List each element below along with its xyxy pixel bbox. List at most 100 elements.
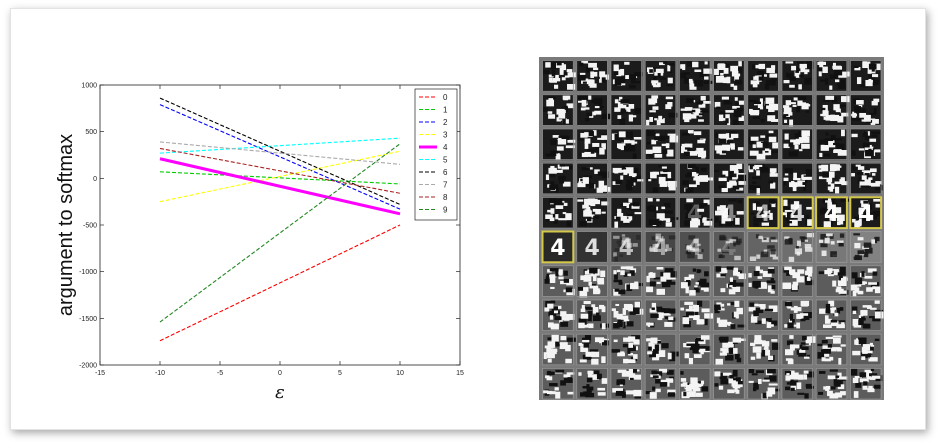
noise-blob	[697, 208, 705, 212]
noise-blob	[737, 380, 743, 385]
noise-blob	[686, 198, 694, 203]
noise-blob	[736, 357, 742, 363]
noise-image-cell	[713, 265, 746, 297]
noise-blob	[623, 337, 631, 342]
noise-blob	[851, 173, 855, 177]
noise-blob	[565, 145, 575, 149]
noise-blob	[716, 317, 721, 324]
noise-blob	[823, 221, 831, 228]
noise-blob	[553, 201, 558, 207]
noise-blob	[754, 303, 759, 306]
noise-blob	[836, 240, 844, 243]
noise-blob	[854, 106, 862, 113]
noise-blob	[561, 166, 569, 170]
noise-blob	[685, 286, 689, 294]
noise-blob	[752, 185, 761, 191]
noise-blob	[800, 67, 810, 73]
noise-blob	[562, 212, 567, 215]
noise-image-cell	[542, 333, 576, 366]
noise-blob	[625, 75, 629, 80]
noise-blob	[799, 149, 803, 152]
noise-blob	[825, 95, 835, 100]
noise-image-cell	[747, 231, 779, 263]
cell-border	[644, 162, 677, 195]
noise-blob	[754, 339, 763, 345]
noise-blob	[784, 266, 792, 271]
noise-blob	[769, 212, 773, 220]
noise-blob	[685, 205, 694, 210]
noise-image-cell	[678, 94, 711, 126]
noise-blob	[819, 308, 828, 314]
noise-blob	[857, 250, 865, 255]
noise-blob	[558, 137, 562, 141]
noise-blob	[732, 241, 741, 246]
noise-blob	[579, 62, 584, 67]
noise-blob	[770, 278, 774, 281]
noise-blob	[555, 369, 565, 373]
noise-blob	[755, 386, 759, 389]
noise-image-cell	[644, 265, 677, 297]
noise-image-cell	[849, 128, 882, 161]
noise-blob	[690, 220, 699, 228]
noise-blob	[788, 76, 793, 79]
noise-blob	[851, 113, 858, 117]
noise-blob	[623, 145, 632, 152]
cell-border	[644, 231, 677, 263]
noise-blob	[592, 370, 600, 375]
digit-glyph: 4	[755, 202, 770, 227]
noise-blob	[646, 338, 654, 342]
noise-blob	[765, 97, 775, 104]
noise-blob	[624, 61, 630, 65]
noise-blob	[767, 245, 775, 249]
cell-border	[747, 265, 779, 297]
noise-blob	[680, 378, 687, 382]
noise-blob	[785, 197, 790, 204]
noise-blob	[614, 71, 619, 75]
noise-blob	[732, 369, 738, 377]
highlighted-digit-cell: 4	[849, 196, 883, 230]
noise-blob	[863, 242, 872, 248]
noise-blob	[850, 284, 858, 291]
noise-image-cell	[781, 333, 816, 366]
noise-image-cell	[542, 94, 574, 126]
noise-blob	[758, 235, 763, 239]
noise-blob	[634, 393, 642, 400]
noise-blob	[652, 375, 659, 379]
noise-blob	[771, 285, 776, 290]
noise-blob	[726, 266, 735, 270]
noise-blob	[738, 174, 747, 182]
noise-image-cell	[678, 367, 711, 400]
cell-border	[747, 162, 779, 195]
noise-blob	[752, 116, 760, 120]
noise-blob	[792, 281, 799, 286]
noise-blob	[787, 322, 794, 329]
noise-blob	[871, 100, 878, 106]
noise-blob	[756, 170, 760, 176]
noise-blob	[735, 353, 740, 360]
noise-blob	[655, 233, 662, 239]
noise-blob	[550, 80, 557, 83]
noise-blob	[730, 133, 739, 139]
noise-blob	[586, 79, 595, 85]
noise-blob	[599, 74, 609, 80]
noise-blob	[770, 239, 778, 243]
noise-blob	[753, 270, 760, 276]
noise-blob	[686, 98, 694, 104]
cell-border	[678, 60, 711, 92]
noise-blob	[861, 170, 871, 175]
noise-blob	[756, 206, 763, 211]
noise-blob	[633, 354, 638, 359]
noise-blob	[800, 348, 806, 356]
noise-blob	[665, 104, 672, 110]
noise-blob	[765, 349, 771, 356]
noise-blob	[661, 206, 666, 210]
noise-blob	[650, 171, 657, 179]
noise-blob	[547, 184, 551, 188]
noise-blob	[550, 187, 556, 191]
noise-blob	[547, 370, 551, 374]
noise-blob	[601, 171, 609, 179]
cell-background	[542, 231, 574, 263]
noise-blob	[838, 376, 848, 380]
noise-blob	[841, 71, 850, 77]
noise-blob	[754, 201, 760, 206]
